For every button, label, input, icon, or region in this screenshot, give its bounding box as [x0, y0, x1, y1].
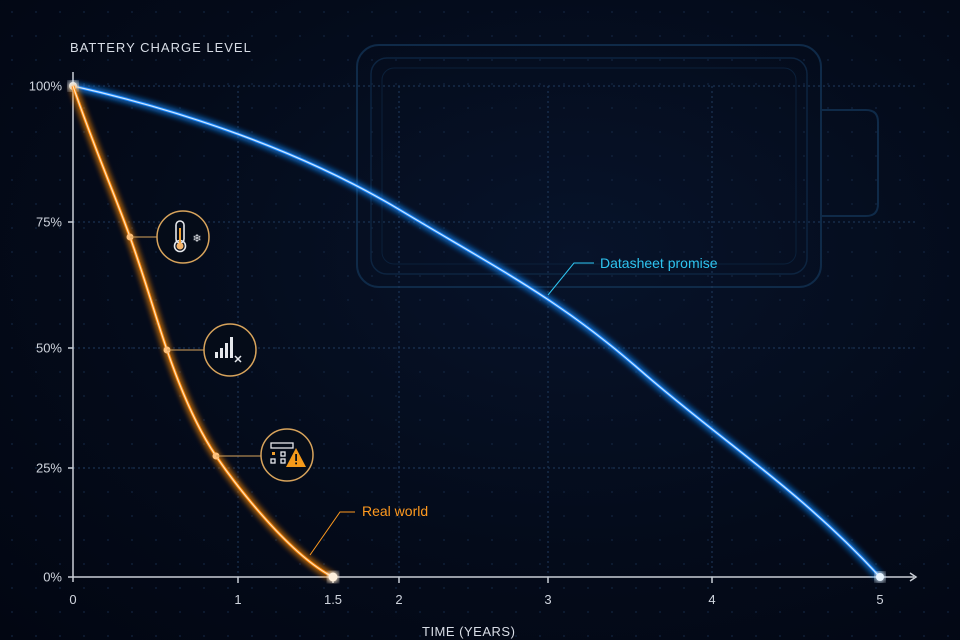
- annotation-cold-temperature: ❄: [130, 210, 210, 264]
- annotation-weak-signal: [167, 323, 257, 377]
- y-tick-25: 25%: [35, 460, 62, 476]
- gridlines: [73, 85, 916, 577]
- x-tick-1-5: 1.5: [323, 592, 343, 607]
- x-tick-3: 3: [544, 592, 552, 607]
- datasheet-leader-line: [547, 262, 594, 296]
- real-world-label: Real world: [362, 503, 429, 519]
- device-icon: [270, 442, 294, 464]
- real-world-end-point: [328, 572, 338, 582]
- weak-signal-icon: [215, 337, 242, 363]
- x-tick-4: 4: [708, 592, 716, 607]
- y-tick-50: 50%: [35, 340, 62, 356]
- x-tick-5: 5: [876, 592, 884, 607]
- y-axis-title: BATTERY CHARGE LEVEL: [70, 40, 252, 55]
- datasheet-end-point: [876, 573, 884, 581]
- real-world-leader-line: [309, 511, 355, 556]
- y-tick-75: 75%: [35, 214, 62, 230]
- datasheet-promise-label: Datasheet promise: [600, 255, 718, 271]
- battery-outline-graphic: [356, 44, 879, 288]
- warning-icon: [286, 448, 306, 467]
- axes: [68, 72, 918, 583]
- annotation-device-warning: [216, 428, 314, 482]
- x-tick-0: 0: [69, 592, 77, 607]
- x-tick-2: 2: [395, 592, 403, 607]
- thermometer-icon: [173, 220, 187, 253]
- snowflake-icon: ❄: [192, 233, 201, 245]
- y-tick-0: 0%: [43, 569, 62, 585]
- y-tick-100: 100%: [28, 78, 62, 94]
- x-axis-title: TIME (YEARS): [422, 624, 516, 639]
- x-tick-1: 1: [234, 592, 242, 607]
